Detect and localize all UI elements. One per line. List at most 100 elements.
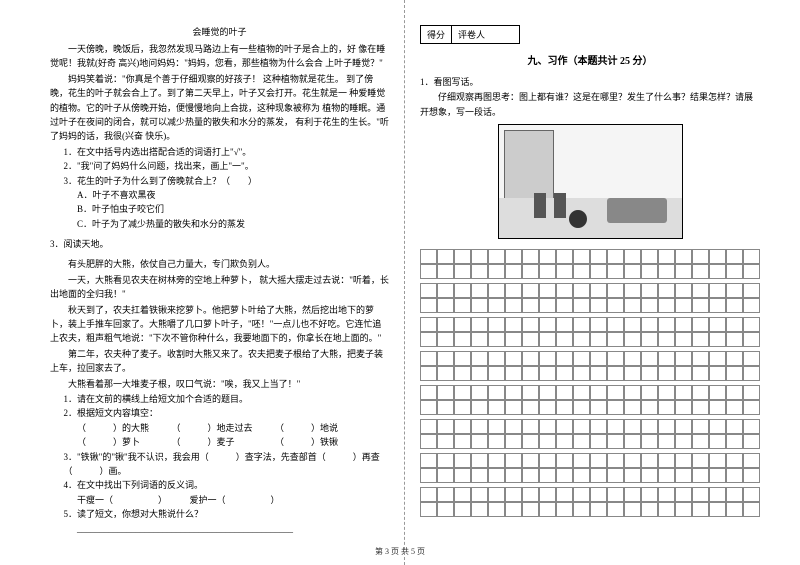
grid-cell (692, 264, 709, 279)
grid-cell (675, 332, 692, 347)
grid-cell (505, 264, 522, 279)
grid-cell (624, 502, 641, 517)
grid-cell (471, 332, 488, 347)
grid-cell (573, 419, 590, 434)
grid-cell (624, 453, 641, 468)
grid-cell (488, 419, 505, 434)
grid-cell (454, 366, 471, 381)
grid-row (420, 400, 760, 415)
grid-cell (420, 283, 437, 298)
grid-cell (573, 264, 590, 279)
grid-cell (675, 400, 692, 415)
building-shape (504, 130, 554, 205)
grid-cell (675, 487, 692, 502)
grid-cell (420, 249, 437, 264)
grid-cell (420, 298, 437, 313)
grid-cell (454, 283, 471, 298)
grid-cell (505, 249, 522, 264)
grid-cell (624, 283, 641, 298)
grid-cell (692, 434, 709, 449)
grid-row (420, 298, 760, 313)
grid-cell (539, 351, 556, 366)
kid2-shape (554, 193, 566, 218)
grid-cell (437, 434, 454, 449)
grid-cell (505, 317, 522, 332)
grid-cell (454, 502, 471, 517)
grid-cell (454, 434, 471, 449)
grid-cell (743, 249, 760, 264)
grid-cell (743, 385, 760, 400)
grid-cell (556, 434, 573, 449)
grid-cell (692, 283, 709, 298)
grid-cell (641, 283, 658, 298)
grid-cell (556, 298, 573, 313)
grid-cell (420, 332, 437, 347)
grid-cell (471, 317, 488, 332)
grid-cell (522, 264, 539, 279)
grid-cell (488, 283, 505, 298)
grid-cell (641, 366, 658, 381)
grid-cell (726, 487, 743, 502)
grid-cell (726, 249, 743, 264)
q3b: B．叶子怕虫子咬它们 (77, 202, 389, 216)
grid-cell (692, 400, 709, 415)
grid-cell (573, 317, 590, 332)
grid-cell (692, 351, 709, 366)
grid-cell (454, 487, 471, 502)
grid-cell (743, 453, 760, 468)
grid-cell (590, 298, 607, 313)
grid-cell (726, 400, 743, 415)
grid-cell (641, 351, 658, 366)
grid-cell (437, 453, 454, 468)
grid-cell (641, 400, 658, 415)
story2-p4: 第二年，农夫种了麦子。收割时大熊又来了。农夫把麦子根给了大熊，把麦子装上车，拉回… (50, 347, 389, 376)
grid-cell (624, 487, 641, 502)
grid-cell (573, 332, 590, 347)
grid-cell (692, 317, 709, 332)
grid-cell (471, 502, 488, 517)
grid-cell (607, 283, 624, 298)
grid-cell (590, 332, 607, 347)
grid-row (420, 351, 760, 366)
grid-cell (471, 400, 488, 415)
grid-cell (726, 453, 743, 468)
q2: 2．"我"问了妈妈什么问题，找出来，画上"一"。 (64, 159, 390, 173)
grid-cell (573, 366, 590, 381)
grid-cell (488, 502, 505, 517)
grid-cell (539, 332, 556, 347)
grid-cell (726, 332, 743, 347)
sq5: 5．读了短文，你想对大熊说什么？ (64, 507, 390, 521)
grid-cell (641, 298, 658, 313)
grid-cell (556, 249, 573, 264)
kid1-shape (534, 193, 546, 218)
grid-cell (590, 453, 607, 468)
illustration (498, 124, 683, 239)
grid-cell (658, 351, 675, 366)
grid-cell (658, 434, 675, 449)
grid-cell (692, 385, 709, 400)
grid-cell (471, 264, 488, 279)
grid-cell (539, 298, 556, 313)
grid-cell (675, 283, 692, 298)
grid-cell (437, 283, 454, 298)
grid-cell (437, 487, 454, 502)
grid-cell (505, 434, 522, 449)
grid-cell (556, 385, 573, 400)
story2-p1: 有头肥胖的大熊，依仗自己力量大，专门欺负别人。 (50, 257, 389, 271)
grid-cell (522, 419, 539, 434)
q3a: A．叶子不喜欢黑夜 (77, 188, 389, 202)
grid-cell (505, 487, 522, 502)
grid-cell (675, 298, 692, 313)
grid-cell (488, 332, 505, 347)
grid-cell (658, 366, 675, 381)
grid-cell (692, 366, 709, 381)
grid-cell (522, 468, 539, 483)
grid-cell (675, 502, 692, 517)
grid-cell (607, 400, 624, 415)
grid-cell (420, 453, 437, 468)
grid-cell (641, 332, 658, 347)
grid-cell (437, 400, 454, 415)
grid-cell (709, 434, 726, 449)
grid-cell (471, 468, 488, 483)
grid-cell (607, 502, 624, 517)
